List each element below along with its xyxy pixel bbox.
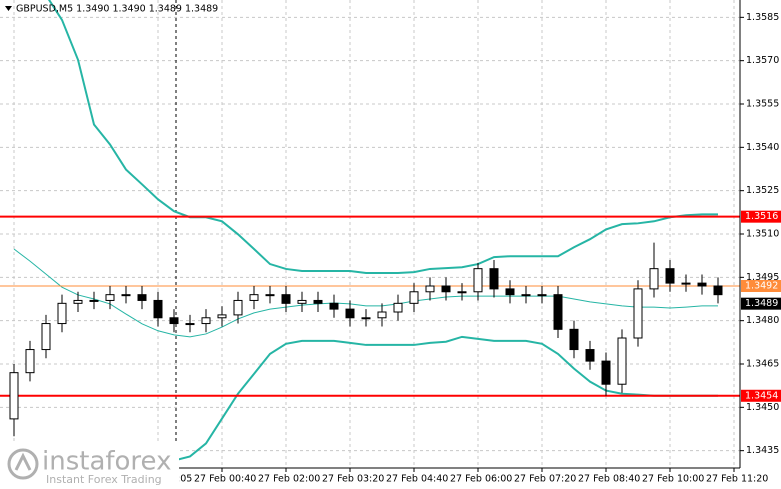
last-price-label: 1.3489 [745,298,778,309]
x-tick-label: 27 Feb 04:40 [386,474,448,485]
y-tick-label: 1.3555 [746,99,779,110]
last-price-box [741,297,781,310]
y-tick-label: 1.3480 [746,315,779,326]
candle-body [649,268,659,290]
y-tick-label: 1.3525 [746,185,779,196]
candle-body [345,308,355,319]
y-tick-label: 1.3510 [746,229,779,240]
chart-title: GBPUSD,M5 1.3490 1.3490 1.3489 1.3489 [16,4,218,15]
x-tick-label: 27 Feb 02:00 [258,474,320,485]
candle-body [569,328,579,351]
candle-body [169,317,179,325]
overlay: GBPUSD,M5 1.3490 1.3490 1.3489 1.3489 [5,4,218,15]
candle-body [41,323,51,351]
level-label: 1.3492 [745,281,778,292]
candle-body [297,299,307,304]
x-tick-label: 27 Feb 06:00 [450,474,512,485]
candle-body [57,302,67,325]
candle-body [633,288,643,339]
candle-body [73,299,83,304]
x-tick-label: 27 Feb 08:40 [578,474,640,485]
y-tick-label: 1.3435 [746,445,779,456]
candle-body [137,294,147,301]
candle-body [89,299,99,302]
band-line [13,248,718,338]
candle-body [617,337,627,385]
candle-body [121,294,131,297]
candle-body [153,299,163,319]
x-tick-label: 27 Feb 00:40 [194,474,256,485]
grid [0,0,740,468]
candle-body [425,285,435,293]
y-tick-label: 1.3540 [746,142,779,153]
candle-body [25,349,35,374]
y-tick-label: 1.3465 [746,359,779,370]
band-line [47,0,718,274]
y-tick-label: 1.3450 [746,402,779,413]
candle-body [505,288,515,296]
candle-body [281,294,291,304]
candle-body [249,294,259,301]
y-tick-label: 1.3585 [746,12,779,23]
candle-body [233,299,243,316]
candle-body [473,268,483,293]
dropdown-arrow [5,6,12,11]
candle-body [665,268,675,284]
y-tick-label: 1.3570 [746,55,779,66]
candle-body [441,285,451,293]
candle-body [329,302,339,310]
candle-body [489,268,499,290]
candle-body [313,299,323,304]
level-label: 1.3516 [745,211,778,222]
candle-body [185,323,195,326]
y-tick-label: 1.3495 [746,272,779,283]
level-label: 1.3454 [745,390,778,401]
watermark-tagline: Instant Forex Trading [46,473,162,486]
logo-icon-mark [14,452,32,471]
level-label-box [741,389,781,402]
level-label-box [741,210,781,223]
candle-body [601,360,611,385]
x-tick-label: 27 Feb 07:20 [514,474,576,485]
watermark: instaforex Instant Forex Trading [0,444,179,489]
candle-body [393,302,403,313]
candle-body [713,285,723,296]
logo-icon [7,448,39,480]
x-tick-label: 27 Feb 11:20 [706,474,768,485]
candle-body [265,294,275,297]
candle-body [553,294,563,330]
band-line [165,335,718,468]
candle-body [217,314,227,319]
plot-area [0,0,740,468]
candle-body [9,372,19,420]
candle-body [105,294,115,301]
level-label-box [741,280,781,292]
candle-body [681,282,691,285]
candle-body [457,291,467,294]
candle-body [377,311,387,319]
candle-body [201,317,211,325]
candle-body [409,291,419,304]
candle-body [585,349,595,362]
candle-body [697,282,707,287]
watermark-brand: instaforex [42,447,171,477]
x-tick-label: 27 Feb 10:00 [642,474,704,485]
candle-body [537,294,547,297]
candle-body [521,294,531,297]
candle-body [361,317,371,320]
x-tick-label: 27 Feb 03:20 [322,474,384,485]
